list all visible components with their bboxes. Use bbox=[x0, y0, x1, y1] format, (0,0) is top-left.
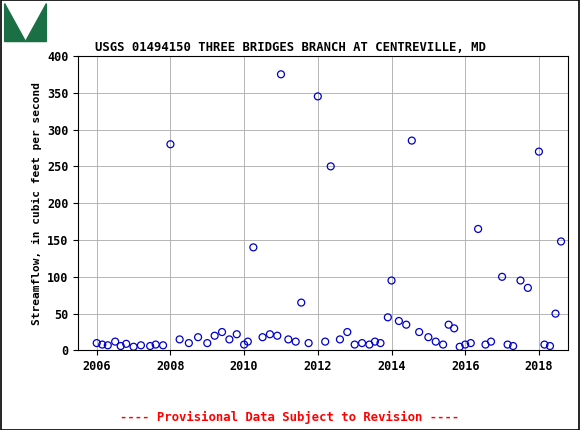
Point bbox=[258, 334, 267, 341]
Point bbox=[97, 341, 107, 348]
Point bbox=[243, 338, 252, 345]
Text: USGS 01494150 THREE BRIDGES BRANCH AT CENTREVILLE, MD: USGS 01494150 THREE BRIDGES BRANCH AT CE… bbox=[95, 41, 485, 54]
Point bbox=[424, 334, 433, 341]
Point bbox=[556, 238, 566, 245]
Point bbox=[291, 338, 300, 345]
Point bbox=[473, 225, 483, 232]
Point bbox=[218, 329, 227, 335]
Point bbox=[166, 141, 175, 148]
Point bbox=[551, 310, 560, 317]
Point bbox=[376, 340, 385, 347]
Point bbox=[461, 341, 470, 348]
Point bbox=[122, 341, 131, 347]
Point bbox=[455, 343, 465, 350]
Point bbox=[438, 341, 448, 348]
Point bbox=[498, 273, 507, 280]
Point bbox=[136, 342, 146, 349]
Point bbox=[224, 336, 234, 343]
Point bbox=[450, 325, 459, 332]
Point bbox=[431, 338, 440, 345]
Point bbox=[394, 317, 404, 324]
Point bbox=[276, 71, 285, 78]
Point bbox=[350, 341, 360, 348]
Point bbox=[383, 314, 393, 321]
FancyBboxPatch shape bbox=[5, 3, 46, 42]
Point bbox=[184, 340, 194, 347]
Polygon shape bbox=[26, 3, 46, 42]
Point bbox=[284, 336, 293, 343]
Point bbox=[487, 338, 496, 345]
Point bbox=[116, 343, 125, 350]
Text: USGS: USGS bbox=[57, 12, 121, 33]
Point bbox=[111, 338, 120, 345]
Point bbox=[321, 338, 330, 345]
Point bbox=[193, 334, 202, 341]
Point bbox=[202, 340, 212, 347]
Point bbox=[240, 341, 249, 348]
Point bbox=[210, 332, 219, 339]
Point bbox=[503, 341, 512, 348]
Point bbox=[370, 338, 379, 345]
Point bbox=[401, 321, 411, 328]
Text: ---- Provisional Data Subject to Revision ----: ---- Provisional Data Subject to Revisio… bbox=[121, 411, 459, 424]
Point bbox=[175, 336, 184, 343]
Point bbox=[466, 340, 476, 347]
Point bbox=[129, 343, 138, 350]
Point bbox=[92, 340, 101, 347]
Point bbox=[387, 277, 396, 284]
Point bbox=[516, 277, 525, 284]
Point bbox=[313, 93, 322, 100]
Point bbox=[232, 331, 241, 338]
Point bbox=[273, 332, 282, 339]
Point bbox=[151, 341, 160, 348]
Point bbox=[415, 329, 424, 335]
Point bbox=[444, 321, 454, 328]
Point bbox=[523, 284, 532, 291]
Point bbox=[545, 343, 554, 350]
Point bbox=[509, 343, 518, 350]
Point bbox=[326, 163, 335, 170]
Point bbox=[296, 299, 306, 306]
Point bbox=[343, 329, 352, 335]
Point bbox=[265, 331, 274, 338]
Point bbox=[304, 340, 313, 347]
Point bbox=[249, 244, 258, 251]
Point bbox=[158, 342, 168, 349]
Polygon shape bbox=[5, 3, 26, 42]
Y-axis label: Streamflow, in cubic feet per second: Streamflow, in cubic feet per second bbox=[32, 82, 42, 325]
Point bbox=[540, 341, 549, 348]
Point bbox=[407, 137, 416, 144]
Point bbox=[365, 341, 374, 348]
Point bbox=[103, 342, 113, 349]
Point bbox=[534, 148, 543, 155]
Point bbox=[146, 343, 155, 350]
Point bbox=[357, 340, 367, 347]
Point bbox=[481, 341, 490, 348]
Point bbox=[335, 336, 345, 343]
